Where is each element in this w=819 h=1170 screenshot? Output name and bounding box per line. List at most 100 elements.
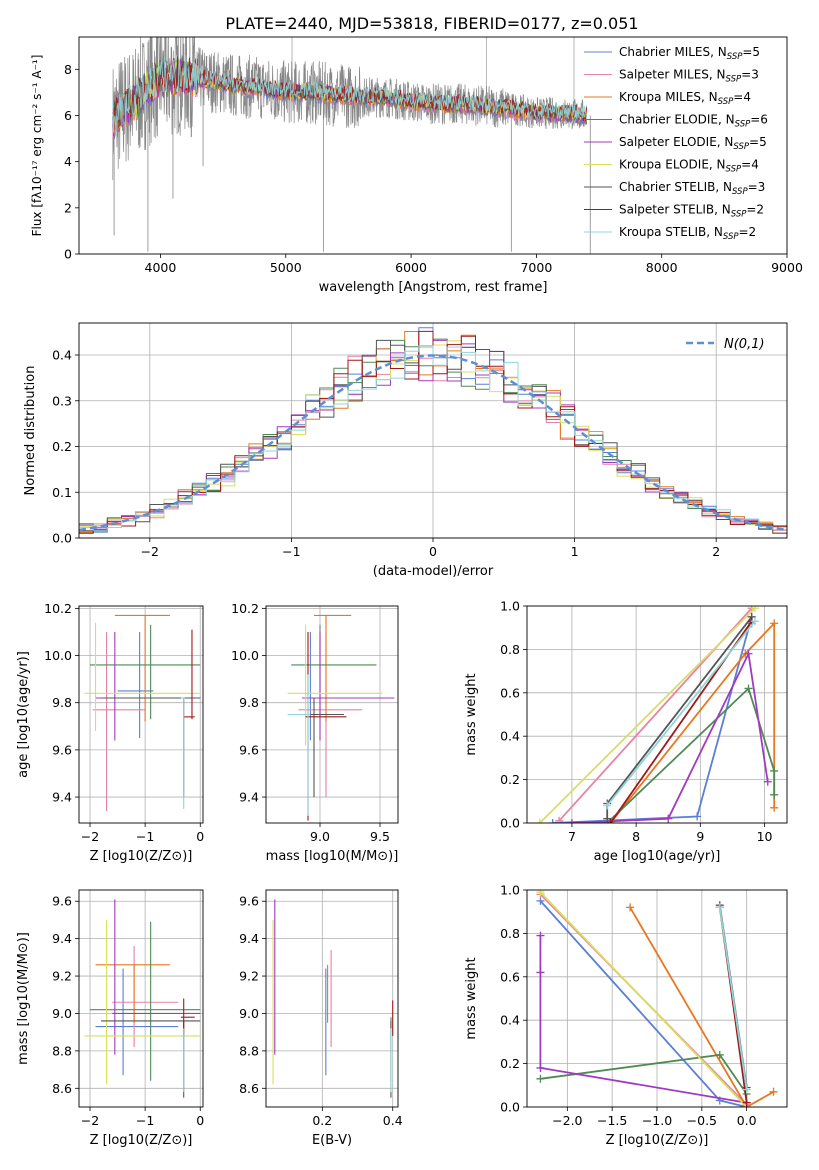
y-tick-label: 9.4 — [239, 931, 259, 946]
axes-frame — [526, 889, 788, 1108]
weight-line-6 — [606, 616, 753, 819]
x-tick-label: −2.0 — [552, 1113, 582, 1128]
weight-line-3 — [606, 686, 776, 823]
y-tick-label: 8.8 — [52, 1043, 72, 1058]
legend-entry-5: Kroupa ELODIE, NSSP=4 — [619, 158, 759, 175]
weight-marker — [742, 1085, 751, 1094]
axes-spectrum: 4000 5000 6000 7000 8000 9000 0 2 4 6 8 wavelength … — [30, 36, 803, 295]
x-tick-label: 8 — [632, 829, 640, 844]
y-axis-label: mass weight — [464, 957, 479, 1039]
x-tick-label: 2 — [712, 544, 720, 559]
plot-area-mass_vs_ebv — [272, 899, 394, 1098]
weight-line-2 — [629, 906, 775, 1107]
y-tick-label: 0.4 — [52, 348, 72, 363]
y-tick-label: 8.8 — [239, 1043, 259, 1058]
y-tick-label: 8.6 — [52, 1081, 72, 1096]
y-tick-label: 0.4 — [500, 729, 520, 744]
x-tick-label: 9.5 — [370, 829, 390, 844]
weight-marker — [555, 816, 564, 823]
weight-marker — [763, 777, 772, 786]
gaussian-legend-label: N(0,1) — [724, 337, 765, 352]
plot-area-mass_vs_Z — [84, 899, 201, 1098]
y-tick-label: 8 — [64, 62, 72, 77]
x-axis-label: Z [log10(Z/Z⊙)] — [606, 1133, 709, 1148]
weight-marker — [769, 1087, 778, 1096]
y-tick-label: 9.6 — [52, 742, 72, 757]
model-spectrum-6 — [112, 57, 587, 133]
x-tick-label: 6000 — [395, 260, 427, 275]
x-tick-label: 0.0 — [737, 1113, 757, 1128]
axes-frame — [78, 322, 788, 539]
legend-entry-8: Kroupa STELIB, NSSP=2 — [619, 225, 756, 242]
spectrum-legend: Chabrier MILES, NSSP=5 Salpeter MILES, NS… — [584, 45, 768, 242]
y-axis-label: Flux [fλ10⁻¹⁷ erg cm⁻² s⁻¹ A⁻¹] — [30, 55, 44, 237]
weight-marker — [535, 819, 544, 823]
y-tick-label: 9.8 — [52, 695, 72, 710]
axes-frame — [78, 889, 204, 1108]
x-tick-label: 0 — [196, 1113, 204, 1128]
y-tick-label: 9.4 — [52, 790, 72, 805]
y-tick-label: 10.0 — [44, 648, 72, 663]
weight-marker — [715, 903, 724, 912]
weight-marker — [603, 814, 612, 823]
weight-marker — [770, 766, 779, 775]
weight-marker — [536, 1074, 545, 1083]
y-tick-label: 9.0 — [52, 1006, 72, 1021]
y-tick-label: 9.4 — [239, 790, 259, 805]
legend-entry-2: Kroupa MILES, NSSP=4 — [619, 90, 751, 107]
axes-mass_vs_Z: −2 −1 0 8.6 8.8 9.0 9.2 9.4 9.6 Z [log10(Z/Z⊙)] ma… — [16, 889, 204, 1148]
y-tick-label: 0.6 — [500, 969, 520, 984]
weight-line-0 — [552, 616, 753, 823]
y-tick-label: 9.6 — [239, 742, 259, 757]
y-tick-label: 0.0 — [500, 816, 520, 831]
axes-age_vs_Z: −2 −1 0 9.4 9.6 9.8 10.0 10.2 Z [log10(Z/Z⊙)] age… — [16, 601, 204, 864]
y-axis-label: age [log10(age/yr)] — [16, 651, 31, 778]
x-tick-label: −1.0 — [642, 1113, 672, 1128]
legend-entry-7: Salpeter STELIB, NSSP=2 — [619, 203, 764, 220]
axes-age_vs_mass: 9.0 9.5 9.4 9.6 9.8 10.0 10.2 mass [log10(M/M⊙)… — [231, 601, 399, 864]
y-tick-label: 4 — [64, 154, 72, 169]
weight-line-5 — [539, 891, 748, 1107]
y-tick-label: 0.1 — [52, 485, 72, 500]
x-tick-label: −2 — [81, 829, 99, 844]
model-spectrum-8 — [112, 55, 587, 133]
x-tick-label: 5000 — [270, 260, 302, 275]
axes-frame — [526, 605, 788, 824]
y-tick-label: 1.0 — [500, 883, 520, 898]
legend-entry-0: Chabrier MILES, NSSP=5 — [619, 45, 760, 62]
weight-marker — [744, 649, 753, 658]
x-tick-label: −0.5 — [687, 1113, 717, 1128]
y-tick-label: 6 — [64, 108, 72, 123]
x-tick-label: −1.5 — [597, 1113, 627, 1128]
x-axis-label: mass [log10(M/M⊙)] — [266, 849, 399, 864]
legend-entry-3: Chabrier ELODIE, NSSP=6 — [619, 113, 768, 130]
x-tick-label: 1 — [571, 544, 579, 559]
x-tick-label: 0 — [196, 829, 204, 844]
weight-marker — [626, 903, 635, 912]
x-tick-label: 7 — [568, 829, 576, 844]
weight-marker — [750, 606, 759, 613]
y-axis-label: Normed distribution — [23, 366, 38, 496]
weight-line-4 — [539, 935, 747, 1104]
weight-marker — [664, 814, 673, 823]
y-tick-label: 2 — [64, 200, 72, 215]
weight-marker — [715, 1050, 724, 1059]
x-tick-label: 8000 — [646, 260, 678, 275]
weight-marker — [744, 684, 753, 693]
x-tick-label: 0.2 — [312, 1113, 332, 1128]
figure-title: PLATE=2440, MJD=53818, FIBERID=0177, z=0… — [225, 14, 638, 33]
weight-marker — [750, 617, 759, 626]
y-axis-label: mass weight — [464, 673, 479, 755]
x-axis-label: E(B-V) — [312, 1133, 352, 1148]
axes-frame — [265, 889, 399, 1108]
plot-area-residuals — [79, 327, 787, 534]
weight-line-8 — [606, 620, 756, 807]
weight-marker — [536, 890, 545, 897]
y-tick-label: 0.2 — [500, 1056, 520, 1071]
x-tick-label: 7000 — [520, 260, 552, 275]
weight-marker — [770, 619, 779, 628]
y-tick-label: 0.0 — [500, 1100, 520, 1115]
weight-marker — [536, 1063, 545, 1072]
x-axis-label: wavelength [Angstrom, rest frame] — [319, 280, 548, 295]
